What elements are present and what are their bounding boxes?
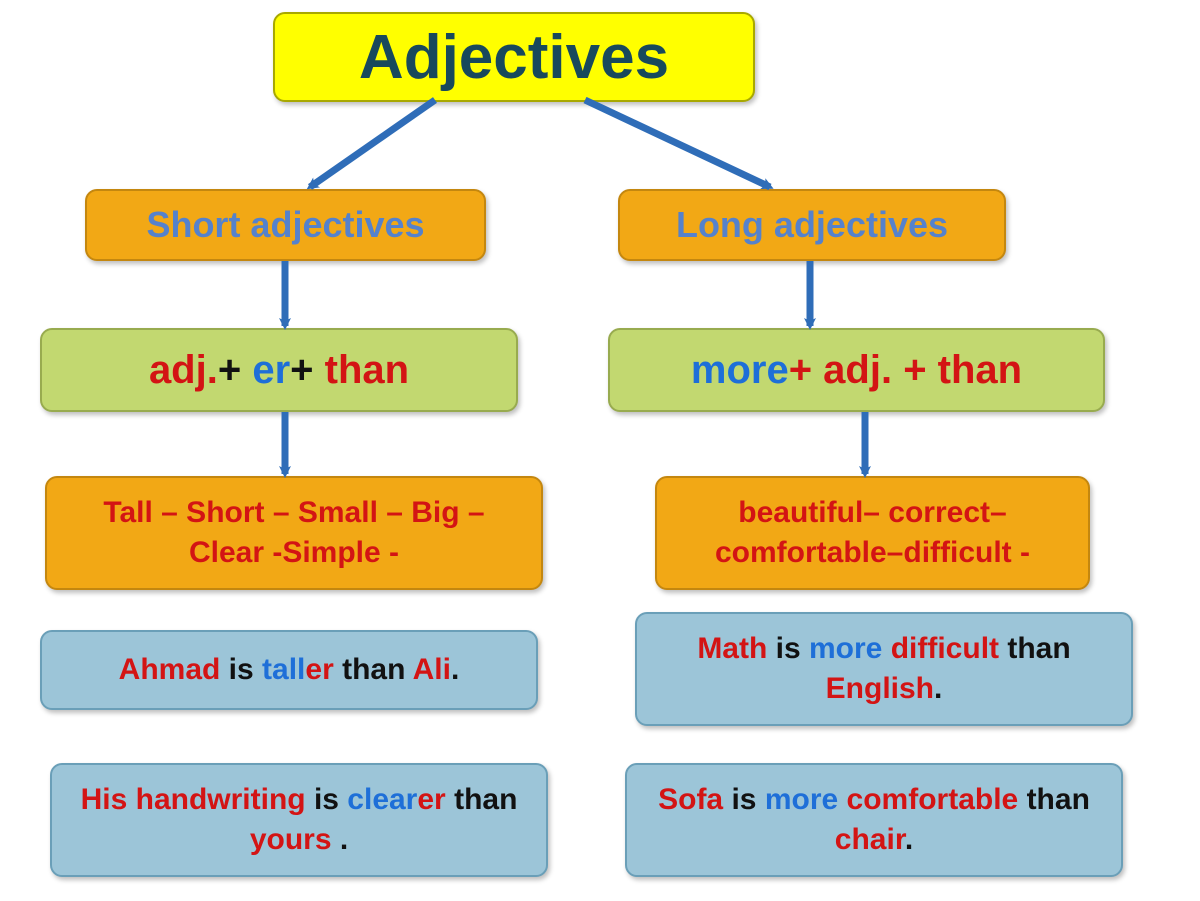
arrows-layer	[0, 0, 1200, 901]
arrow	[585, 100, 770, 187]
arrow	[310, 100, 435, 187]
